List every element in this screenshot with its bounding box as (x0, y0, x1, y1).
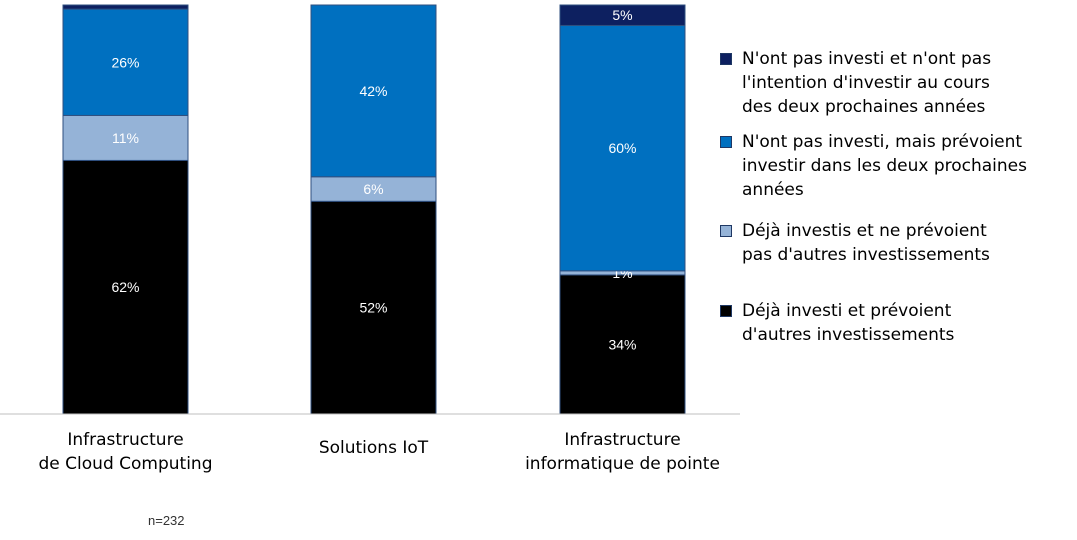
legend-swatch (720, 53, 732, 65)
data-label: 60% (608, 140, 636, 156)
legend-item: Déjà investis et ne prévoient pas d'autr… (720, 219, 990, 267)
legend-item: N'ont pas investi, mais prévoient invest… (720, 130, 1027, 202)
legend-text: Déjà investis et ne prévoient pas d'autr… (742, 221, 990, 265)
data-label: 5% (612, 7, 632, 23)
bars-group: 62%11%26%52%6%42%34%1%60%5% (62, 4, 686, 415)
legend-item: Déjà investi et prévoient d'autres inves… (720, 299, 954, 347)
category-label: Infrastructure de Cloud Computing (38, 430, 213, 474)
legend-swatch (720, 136, 732, 148)
category-label: Solutions IoT (318, 438, 429, 458)
data-label: 42% (359, 83, 387, 99)
bar-segment (559, 24, 686, 272)
category-label: Infrastructure informatique de pointe (525, 430, 720, 474)
data-label: 11% (112, 130, 139, 146)
data-label: 62% (111, 279, 139, 295)
bar-segment (62, 159, 189, 415)
bar-segment (559, 4, 686, 26)
legend-text: N'ont pas investi, mais prévoient invest… (742, 132, 1027, 200)
legend-item: N'ont pas investi et n'ont pas l'intenti… (720, 47, 991, 119)
bar-segment (310, 176, 437, 202)
bar-segment (310, 200, 437, 415)
bar-segment (62, 114, 189, 161)
bar-segment (559, 274, 686, 415)
data-label: 34% (608, 336, 636, 352)
legend-text: N'ont pas investi et n'ont pas l'intenti… (742, 49, 992, 117)
bar-segment (310, 4, 437, 178)
legend-swatch (720, 305, 732, 317)
data-label: 52% (359, 300, 387, 316)
data-label: 26% (111, 54, 139, 70)
data-label: 6% (363, 181, 383, 197)
bar-segment (62, 8, 189, 116)
bar-segment (62, 4, 189, 10)
legend-swatch (720, 225, 732, 237)
legend-text: Déjà investi et prévoient d'autres inves… (742, 301, 955, 345)
sample-size-note: n=232 (148, 513, 185, 528)
